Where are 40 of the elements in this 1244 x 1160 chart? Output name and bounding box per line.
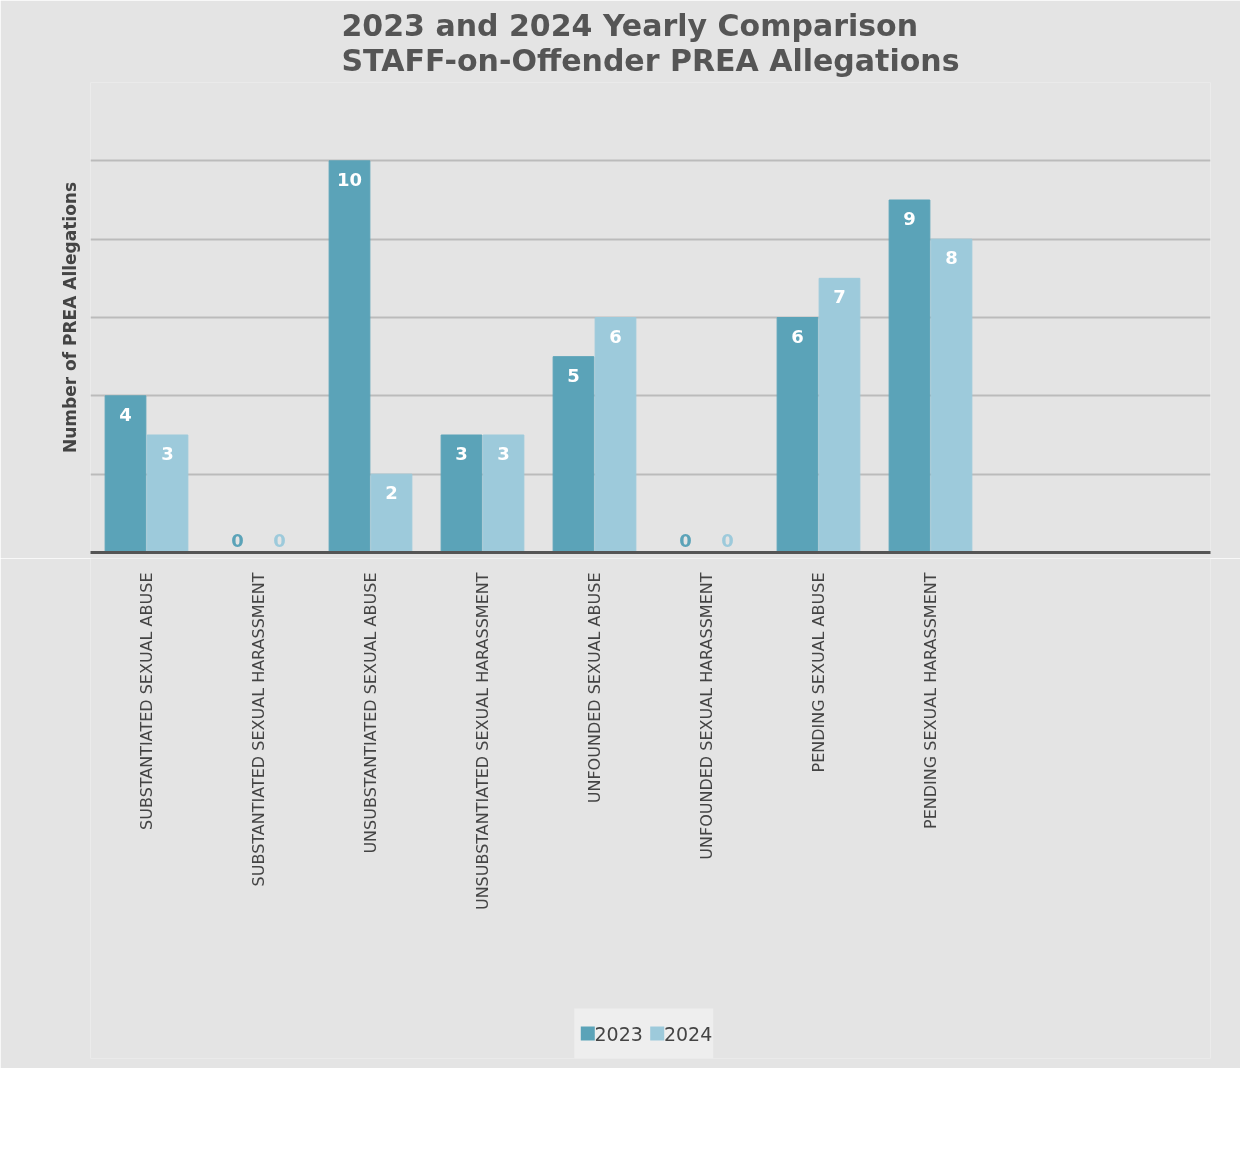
data-label: 3 xyxy=(497,443,510,464)
bar xyxy=(370,473,413,553)
bar xyxy=(482,434,525,553)
bar xyxy=(594,317,637,553)
x-tick-label: SUBSTANTIATED SEXUAL HARASSMENT xyxy=(249,572,268,887)
data-label: 3 xyxy=(455,443,468,464)
bar xyxy=(440,434,483,553)
bar xyxy=(818,277,861,553)
x-tick-label: UNFOUNDED SEXUAL HARASSMENT xyxy=(697,572,716,860)
bar xyxy=(552,356,595,553)
chart-title: 2023 and 2024 Yearly Comparison STAFF-on-Offender PREA Allegations xyxy=(341,7,960,78)
x-tick-label: UNFOUNDED SEXUAL ABUSE xyxy=(585,572,604,804)
data-label: 9 xyxy=(903,208,916,229)
data-label: 0 xyxy=(273,529,286,551)
bar xyxy=(146,434,189,553)
legend-label: 2023 xyxy=(594,1022,643,1045)
x-tick-label: UNSUBSTANTIATED SEXUAL ABUSE xyxy=(361,572,380,854)
data-label: 7 xyxy=(833,286,846,308)
data-label: 10 xyxy=(336,168,363,190)
data-label: 0 xyxy=(231,529,244,551)
x-tick-label: SUBSTANTIATED SEXUAL ABUSE xyxy=(137,572,156,830)
data-label: 6 xyxy=(791,325,804,347)
data-label: 5 xyxy=(567,364,580,386)
data-label: 2 xyxy=(385,482,398,504)
x-tick-label: PENDING SEXUAL HARASSMENT xyxy=(921,572,940,829)
y-axis-title: Number of PREA Allegations xyxy=(59,181,80,454)
legend-label: 2024 xyxy=(663,1022,713,1045)
x-tick-label: UNSUBSTANTIATED SEXUAL HARASSMENT xyxy=(473,572,492,911)
bar xyxy=(328,160,371,553)
data-label: 8 xyxy=(945,247,958,269)
data-label: 6 xyxy=(609,325,622,347)
bar xyxy=(776,317,819,553)
data-label: 0 xyxy=(679,529,692,551)
data-label: 3 xyxy=(161,443,174,464)
bar xyxy=(104,395,147,553)
data-label: 4 xyxy=(119,403,132,425)
data-label: 0 xyxy=(721,529,734,551)
bar xyxy=(888,199,931,553)
bar xyxy=(930,238,973,553)
x-tick-label: PENDING SEXUAL ABUSE xyxy=(809,572,828,773)
